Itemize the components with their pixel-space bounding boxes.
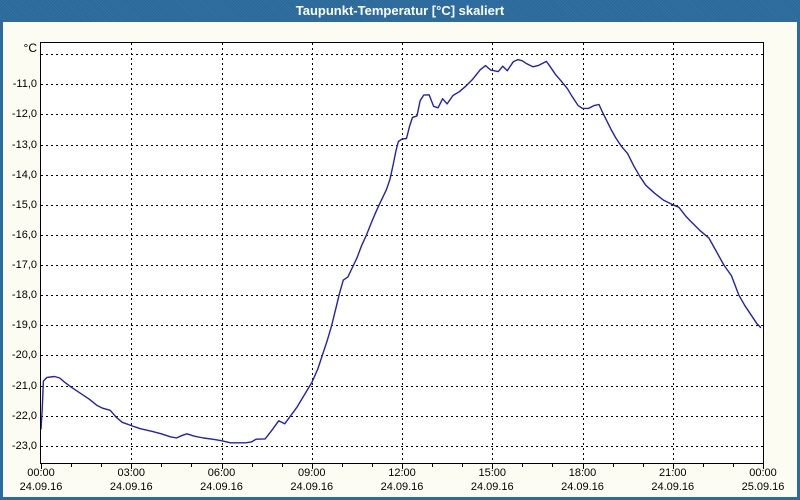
y-axis-unit-label: °C bbox=[23, 41, 37, 55]
y-axis-label: -12,0 bbox=[11, 108, 37, 121]
x-axis-time-label: 15:00 bbox=[478, 467, 507, 479]
x-axis-time-label: 03:00 bbox=[117, 467, 146, 479]
temperature-line bbox=[41, 58, 762, 444]
x-axis-date-label: 25.09.16 bbox=[741, 481, 785, 493]
x-axis-date-label: 24.09.16 bbox=[200, 481, 243, 493]
y-axis-label: -19,0 bbox=[11, 319, 37, 332]
window-title: Taupunkt-Temperatur [°C] skaliert bbox=[295, 3, 505, 18]
x-axis-time-label: 12:00 bbox=[388, 467, 416, 479]
y-axis-label: -21,0 bbox=[11, 379, 37, 392]
chart-content: °C -11,0 -12,0 -13,0 -14,0 -15,0 -16,0 -17,0 -1… bbox=[3, 22, 797, 497]
plot-canvas bbox=[41, 43, 763, 463]
y-axis-label: -20,0 bbox=[11, 349, 37, 362]
window-titlebar: Taupunkt-Temperatur [°C] skaliert bbox=[0, 0, 800, 22]
x-axis-date-label: 24.09.16 bbox=[470, 481, 514, 493]
plot-area[interactable] bbox=[40, 42, 764, 464]
x-axis-date-label: 24.09.16 bbox=[380, 481, 424, 493]
x-axis-date-label: 24.09.16 bbox=[19, 481, 63, 493]
horizontal-gridlines bbox=[41, 54, 763, 447]
y-axis-label: -17,0 bbox=[11, 259, 37, 272]
x-axis-ticks bbox=[41, 464, 764, 469]
x-axis-time-label: 06:00 bbox=[207, 467, 236, 479]
x-axis-time-label: 00:00 bbox=[749, 467, 777, 479]
x-axis-time-label: 18:00 bbox=[568, 467, 597, 479]
vertical-gridlines bbox=[131, 43, 674, 463]
y-axis-label: -16,0 bbox=[11, 228, 37, 241]
y-axis-label: -15,0 bbox=[11, 198, 37, 211]
x-axis-time-label: 21:00 bbox=[658, 467, 687, 479]
y-axis-label: -18,0 bbox=[11, 289, 37, 302]
x-axis-date-label: 24.09.16 bbox=[651, 481, 695, 493]
y-axis-label: -11,0 bbox=[12, 78, 37, 91]
x-axis-date-label: 24.09.16 bbox=[109, 481, 153, 493]
x-axis-date-label: 24.09.16 bbox=[290, 481, 334, 493]
y-axis-label: -14,0 bbox=[11, 168, 37, 181]
y-axis-label: -22,0 bbox=[11, 409, 37, 422]
x-axis-date-label: 24.09.16 bbox=[561, 481, 604, 493]
x-axis-time-label: 00:00 bbox=[27, 467, 55, 479]
y-axis-label: -13,0 bbox=[11, 138, 37, 151]
y-axis-label: -23,0 bbox=[11, 439, 37, 452]
x-axis-time-label: 09:00 bbox=[297, 467, 326, 479]
